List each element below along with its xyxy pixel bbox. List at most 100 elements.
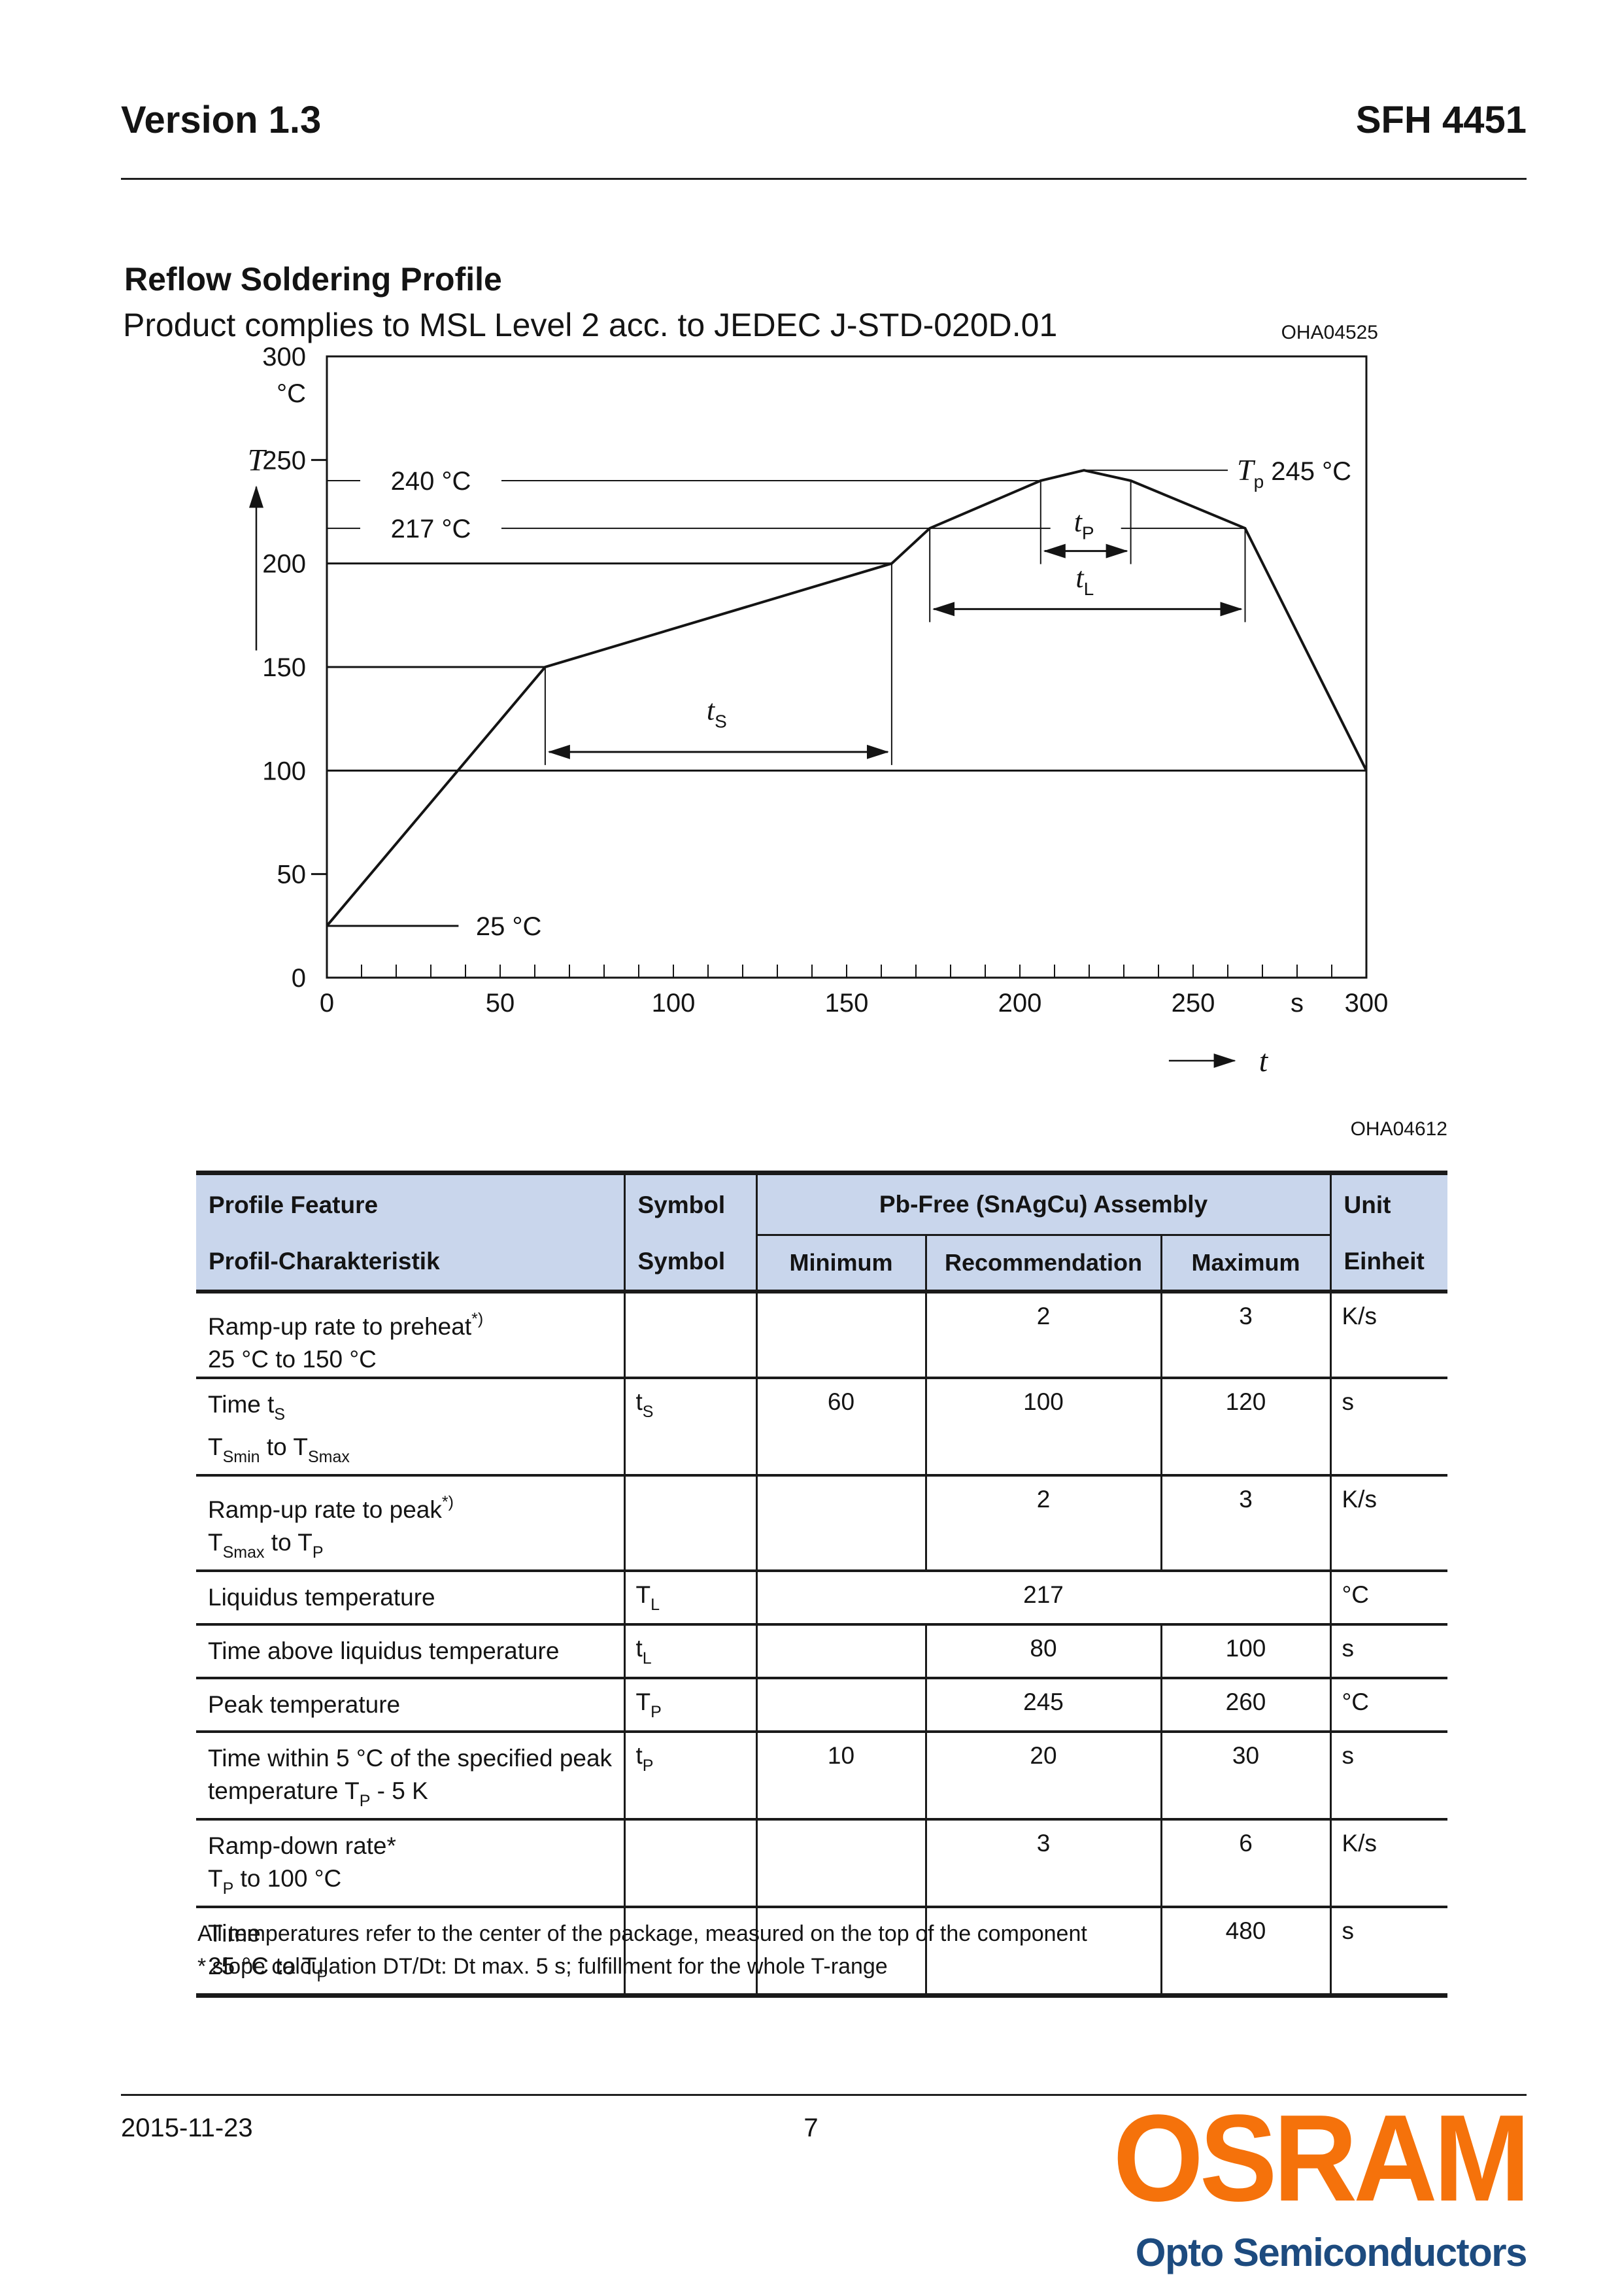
x-tick-label: 250 bbox=[1172, 989, 1215, 1018]
interval-label: tL bbox=[1075, 562, 1094, 599]
ref-label: 25 °C bbox=[476, 912, 542, 941]
cell-maximum: 260 bbox=[1160, 1678, 1330, 1733]
x-tick-label: 0 bbox=[320, 989, 334, 1018]
table-row: Time 25 °C to TP 480 s bbox=[196, 1907, 1447, 1996]
y-tick-label: 50 bbox=[277, 861, 307, 889]
cell-minimum: 60 bbox=[755, 1378, 926, 1477]
y-tick-label: 100 bbox=[262, 757, 306, 785]
table-row: Ramp-down rate* TP to 100 °C 3 6 K/s bbox=[196, 1819, 1447, 1908]
table-header-row: Profile Feature Profil-Charakteristik Sym… bbox=[196, 1173, 1447, 1294]
cell-unit: K/s bbox=[1329, 1475, 1447, 1572]
y-tick-label: 250 bbox=[262, 446, 306, 475]
cell-minimum bbox=[755, 1292, 926, 1379]
cell-symbol bbox=[623, 1907, 756, 1996]
table-row: Time within 5 °C of the specified peak te… bbox=[196, 1732, 1447, 1821]
cell-minimum bbox=[755, 1624, 926, 1679]
osram-subbrand: Opto Semiconductors bbox=[1135, 2231, 1528, 2274]
label-plate bbox=[360, 460, 501, 500]
cell-unit: s bbox=[1329, 1907, 1447, 1996]
x-tick-label: 200 bbox=[998, 989, 1042, 1018]
cell-recommendation: 245 bbox=[924, 1678, 1161, 1733]
cell-symbol bbox=[623, 1292, 756, 1379]
cell-minimum bbox=[755, 1678, 926, 1733]
cell-symbol: TP bbox=[623, 1678, 756, 1733]
table-subheader-row: Minimum Recommendation Maximum bbox=[196, 1235, 1447, 1294]
header-cell-unit: Unit Einheit bbox=[1329, 1173, 1447, 1294]
x-axis-name: t bbox=[1259, 1044, 1269, 1078]
cell-feature: Time within 5 °C of the specified peak te… bbox=[196, 1732, 624, 1821]
reflow-profile-plot: 0 50 100 150 200 250 300 s 0 50 100 150 200 250 300 °C 2… bbox=[248, 343, 1389, 1078]
footer-date: 2015-11-23 bbox=[121, 2114, 253, 2142]
cell-minimum bbox=[755, 1475, 926, 1572]
interval-label: tS bbox=[707, 694, 727, 732]
interval-label: tP bbox=[1074, 505, 1094, 543]
cell-unit: K/s bbox=[1329, 1819, 1447, 1908]
cell-maximum: 30 bbox=[1160, 1732, 1330, 1821]
cell-unit: °C bbox=[1329, 1678, 1447, 1733]
ref-label: 240 °C bbox=[391, 467, 471, 496]
reflow-parameters-table: Profile Feature Profil-Charakteristik Sym… bbox=[196, 1171, 1447, 1998]
cell-recommendation: 3 bbox=[924, 1819, 1161, 1908]
x-tick-label: 100 bbox=[652, 989, 696, 1018]
peak-label: Tp 245 °C bbox=[1237, 453, 1351, 492]
y-axis-name: T bbox=[248, 443, 267, 477]
cell-minimum bbox=[755, 1907, 926, 1996]
section-subtitle: Product complies to MSL Level 2 acc. to … bbox=[123, 307, 1058, 343]
footnote-line: All temperatures refer to the center of … bbox=[197, 1921, 1087, 1946]
cell-value-span: 217 bbox=[755, 1571, 1330, 1626]
y-tick-label: 150 bbox=[262, 653, 306, 682]
y-tick-label: 300 bbox=[262, 343, 306, 371]
cell-feature: Liquidus temperature bbox=[196, 1571, 624, 1626]
y-tick-label: 0 bbox=[292, 964, 306, 993]
cell-maximum: 3 bbox=[1160, 1292, 1330, 1379]
table-row: Ramp-up rate to preheat*) 25 °C to 150 °C… bbox=[196, 1292, 1447, 1379]
cell-feature: Ramp-down rate* TP to 100 °C bbox=[196, 1819, 624, 1908]
cell-feature: Time tS TSmin to TSmax bbox=[196, 1378, 624, 1477]
cell-symbol: TL bbox=[623, 1571, 756, 1626]
cell-minimum: 10 bbox=[755, 1732, 926, 1821]
reflow-profile-chart: 0 50 100 150 200 250 300 s 0 50 100 150 200 250 300 °C 2… bbox=[0, 307, 1622, 1125]
header-cell-recommendation: Recommendation bbox=[924, 1235, 1161, 1294]
y-tick-label: 200 bbox=[262, 550, 306, 579]
footnote-line: * slope calculation DT/Dt: Dt max. 5 s; … bbox=[197, 1954, 888, 1979]
table-row: Liquidus temperature TL 217 °C bbox=[196, 1571, 1447, 1626]
table-row: Peak temperature TP 245 260 °C bbox=[196, 1678, 1447, 1733]
cell-symbol: tL bbox=[623, 1624, 756, 1679]
label-plate bbox=[1052, 558, 1123, 596]
header-cell-feature: Profile Feature Profil-Charakteristik bbox=[196, 1173, 624, 1294]
header-rule bbox=[121, 178, 1527, 180]
y-unit-label: °C bbox=[277, 379, 306, 408]
cell-unit: s bbox=[1329, 1624, 1447, 1679]
label-plate bbox=[1050, 502, 1121, 541]
cell-symbol bbox=[623, 1475, 756, 1572]
osram-logo: OSRAM Opto Semiconductors bbox=[1113, 2089, 1530, 2275]
footnotes: All temperatures refer to the center of … bbox=[197, 1917, 1087, 1983]
cell-symbol: tS bbox=[623, 1378, 756, 1477]
x-tick-label: 50 bbox=[486, 989, 515, 1018]
ref-label: 217 °C bbox=[391, 515, 471, 543]
page-header: Version 1.3 SFH 4451 bbox=[121, 98, 1527, 142]
table-id-label: OHA04612 bbox=[1350, 1118, 1447, 1140]
table-row: Time tS TSmin to TSmax tS 60 100 120 s bbox=[196, 1378, 1447, 1477]
cell-recommendation: 80 bbox=[924, 1624, 1161, 1679]
cell-recommendation: 100 bbox=[924, 1378, 1161, 1477]
x-unit-label: s bbox=[1291, 989, 1304, 1018]
cell-recommendation: 20 bbox=[924, 1732, 1161, 1821]
table-row: Ramp-up rate to peak*) TSmax to TP 2 3 K/s bbox=[196, 1475, 1447, 1572]
cell-feature: Ramp-up rate to peak*) TSmax to TP bbox=[196, 1475, 624, 1572]
cell-symbol: tP bbox=[623, 1732, 756, 1821]
cell-maximum: 100 bbox=[1160, 1624, 1330, 1679]
cell-maximum: 3 bbox=[1160, 1475, 1330, 1572]
label-plate bbox=[683, 691, 754, 729]
label-plate bbox=[360, 507, 501, 548]
cell-unit: °C bbox=[1329, 1571, 1447, 1626]
osram-wordmark: OSRAM bbox=[1113, 2089, 1530, 2227]
cell-recommendation: 2 bbox=[924, 1292, 1161, 1379]
cell-maximum: 6 bbox=[1160, 1819, 1330, 1908]
cell-feature: Time above liquidus temperature bbox=[196, 1624, 624, 1679]
footer-page-number: 7 bbox=[803, 2114, 819, 2142]
cell-unit: K/s bbox=[1329, 1292, 1447, 1379]
cell-maximum: 480 bbox=[1160, 1907, 1330, 1996]
cell-feature: Peak temperature bbox=[196, 1678, 624, 1733]
section-title: Reflow Soldering Profile bbox=[124, 261, 502, 298]
